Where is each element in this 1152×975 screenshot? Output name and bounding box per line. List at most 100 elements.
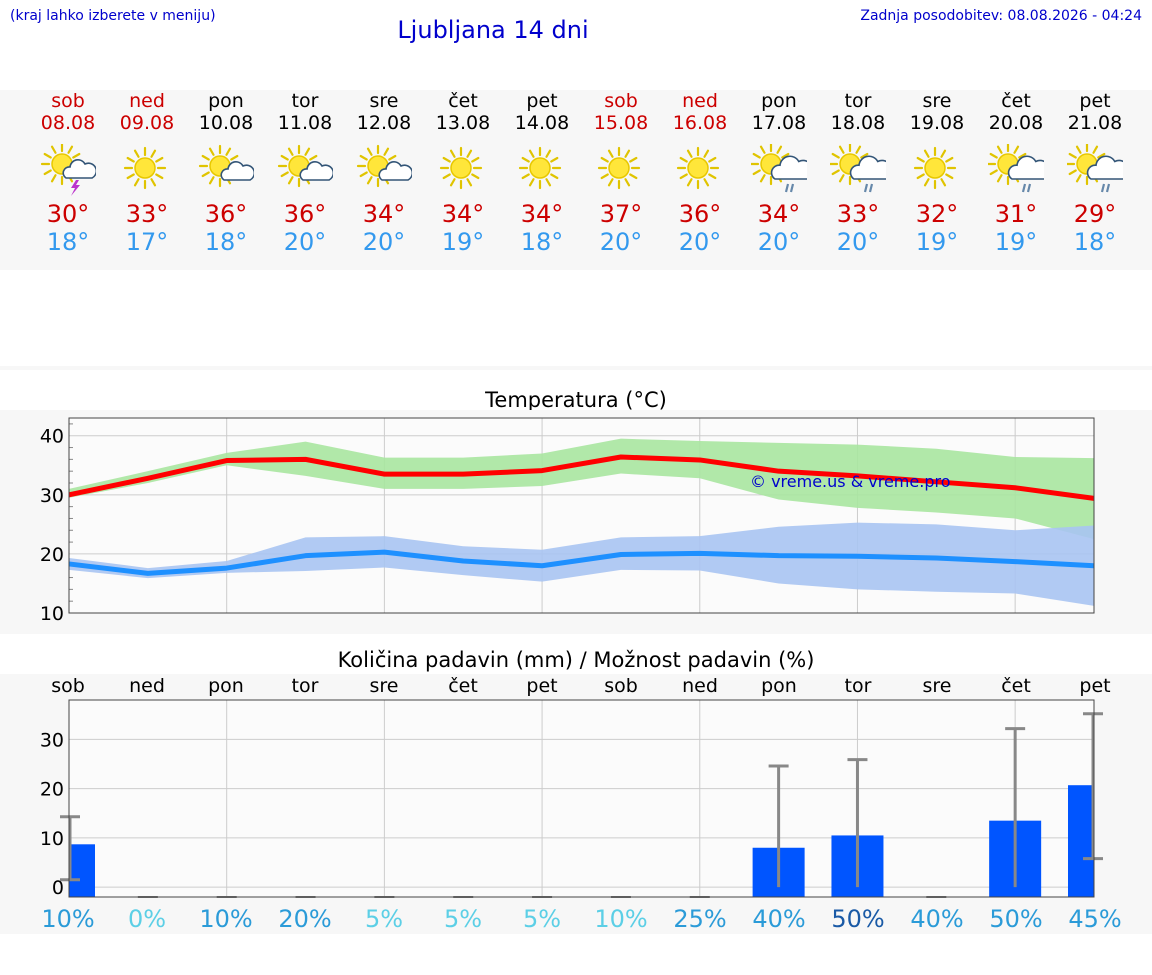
precipitation-error-bar bbox=[847, 758, 868, 888]
day-date: 19.08 bbox=[909, 112, 965, 134]
x-tick-label: ned bbox=[129, 675, 165, 697]
location-hint: (kraj lahko izberete v meniju) bbox=[10, 8, 216, 24]
max-temperature: 33° bbox=[125, 200, 169, 228]
sun-icon bbox=[518, 146, 562, 190]
sun-icon bbox=[597, 146, 641, 190]
precipitation-probability: 25% bbox=[673, 905, 726, 933]
x-tick-label: tor bbox=[845, 675, 872, 697]
max-temperature: 36° bbox=[283, 200, 327, 228]
max-temperature: 34° bbox=[520, 200, 564, 228]
day-name: tor bbox=[291, 90, 319, 112]
x-tick-label: tor bbox=[292, 675, 319, 697]
min-temperature: 19° bbox=[994, 228, 1038, 256]
precipitation-probability: 40% bbox=[752, 905, 805, 933]
day-name: pet bbox=[526, 90, 558, 112]
day-column: pet 21.08 29° 18° bbox=[1055, 90, 1135, 256]
day-date: 12.08 bbox=[356, 112, 412, 134]
x-tick-label: pon bbox=[761, 675, 797, 697]
day-date: 20.08 bbox=[988, 112, 1044, 134]
max-temperature: 34° bbox=[362, 200, 406, 228]
y-tick-label: 20 bbox=[40, 544, 64, 566]
day-date: 18.08 bbox=[830, 112, 886, 134]
separator bbox=[0, 366, 1152, 370]
day-name: pon bbox=[208, 90, 244, 112]
y-tick-label: 30 bbox=[40, 729, 64, 751]
max-temperature: 29° bbox=[1073, 200, 1117, 228]
day-column: tor 11.08 36° 20° bbox=[265, 90, 345, 256]
min-temperature-line bbox=[68, 549, 1095, 576]
max-temperature: 37° bbox=[599, 200, 643, 228]
min-temperature: 19° bbox=[441, 228, 485, 256]
sun-icon bbox=[913, 146, 957, 190]
precipitation-bar bbox=[69, 844, 95, 897]
day-column: pon 10.08 36° 18° bbox=[186, 90, 266, 256]
precipitation-probability: 50% bbox=[989, 905, 1042, 933]
precipitation-error-bar bbox=[60, 815, 80, 882]
day-name: čet bbox=[448, 90, 478, 112]
precipitation-probability: 20% bbox=[278, 905, 331, 933]
sun-icon bbox=[439, 146, 483, 190]
day-name: sob bbox=[604, 90, 638, 112]
max-temperature: 36° bbox=[204, 200, 248, 228]
day-date: 16.08 bbox=[672, 112, 728, 134]
temperature-chart-title: Temperatura (°C) bbox=[485, 388, 667, 412]
sun-icon bbox=[676, 146, 720, 190]
day-date: 08.08 bbox=[40, 112, 96, 134]
y-tick-label: 0 bbox=[52, 877, 64, 899]
sun-cloud-thunder-icon bbox=[40, 144, 96, 196]
sun-icon bbox=[123, 146, 167, 190]
sun-cloud-rain-icon bbox=[1067, 144, 1123, 193]
max-temperature: 31° bbox=[994, 200, 1038, 228]
precipitation-probability: 10% bbox=[594, 905, 647, 933]
day-name: sob bbox=[51, 90, 85, 112]
day-column: ned 09.08 33° 17° bbox=[107, 90, 187, 256]
precipitation-error-bar bbox=[1005, 727, 1026, 888]
precipitation-probability: 10% bbox=[199, 905, 252, 933]
x-tick-label: čet bbox=[448, 675, 478, 697]
min-temperature: 18° bbox=[204, 228, 248, 256]
y-tick-label: 20 bbox=[40, 779, 64, 801]
temperature-panel: 10 20 30 40 © vreme.us & vreme.pro bbox=[0, 410, 1152, 634]
last-updated: Zadnja posodobitev: 08.08.2026 - 04:24 bbox=[860, 8, 1142, 24]
day-column: pet 14.08 34° 18° bbox=[502, 90, 582, 256]
day-column: sob 08.08 30° 18° bbox=[28, 90, 108, 256]
day-column: ned 16.08 36° 20° bbox=[660, 90, 740, 256]
max-temperature-line bbox=[68, 454, 1095, 501]
min-temperature: 20° bbox=[362, 228, 406, 256]
x-tick-label: ned bbox=[682, 675, 718, 697]
day-date: 13.08 bbox=[435, 112, 491, 134]
min-temperature: 20° bbox=[678, 228, 722, 256]
precipitation-panel: sob ned pon tor sre čet pet sob ned pon tor sre čet p… bbox=[0, 674, 1152, 934]
day-date: 11.08 bbox=[277, 112, 333, 134]
precipitation-probability: 5% bbox=[444, 905, 482, 933]
precipitation-error-bar bbox=[1083, 712, 1103, 861]
max-temperature: 32° bbox=[915, 200, 959, 228]
day-column: sob 15.08 37° 20° bbox=[581, 90, 661, 256]
y-tick-label: 40 bbox=[40, 426, 64, 448]
x-tick-label: čet bbox=[1001, 675, 1031, 697]
x-tick-label: sre bbox=[370, 675, 399, 697]
max-temperature: 34° bbox=[441, 200, 485, 228]
watermark: © vreme.us & vreme.pro bbox=[750, 472, 951, 491]
precipitation-probability: 5% bbox=[523, 905, 561, 933]
precipitation-probability: 45% bbox=[1068, 905, 1121, 933]
day-column: čet 20.08 31° 19° bbox=[976, 90, 1056, 256]
day-name: ned bbox=[682, 90, 718, 112]
day-date: 15.08 bbox=[593, 112, 649, 134]
precipitation-probability: 10% bbox=[41, 905, 94, 933]
sun-cloud-rain-icon bbox=[751, 144, 807, 193]
precipitation-probability: 0% bbox=[128, 905, 166, 933]
min-temperature: 18° bbox=[1073, 228, 1117, 256]
day-date: 09.08 bbox=[119, 112, 175, 134]
max-temperature: 36° bbox=[678, 200, 722, 228]
sun-cloud-icon bbox=[356, 144, 412, 188]
day-name: ned bbox=[129, 90, 165, 112]
y-tick-label: 10 bbox=[40, 828, 64, 850]
page-title: Ljubljana 14 dni bbox=[397, 16, 589, 44]
day-column: tor 18.08 33° 20° bbox=[818, 90, 898, 256]
x-tick-label: pet bbox=[1079, 675, 1110, 697]
min-temperature: 20° bbox=[836, 228, 880, 256]
min-temperature: 19° bbox=[915, 228, 959, 256]
sun-cloud-rain-icon bbox=[830, 144, 886, 193]
min-temperature: 20° bbox=[757, 228, 801, 256]
